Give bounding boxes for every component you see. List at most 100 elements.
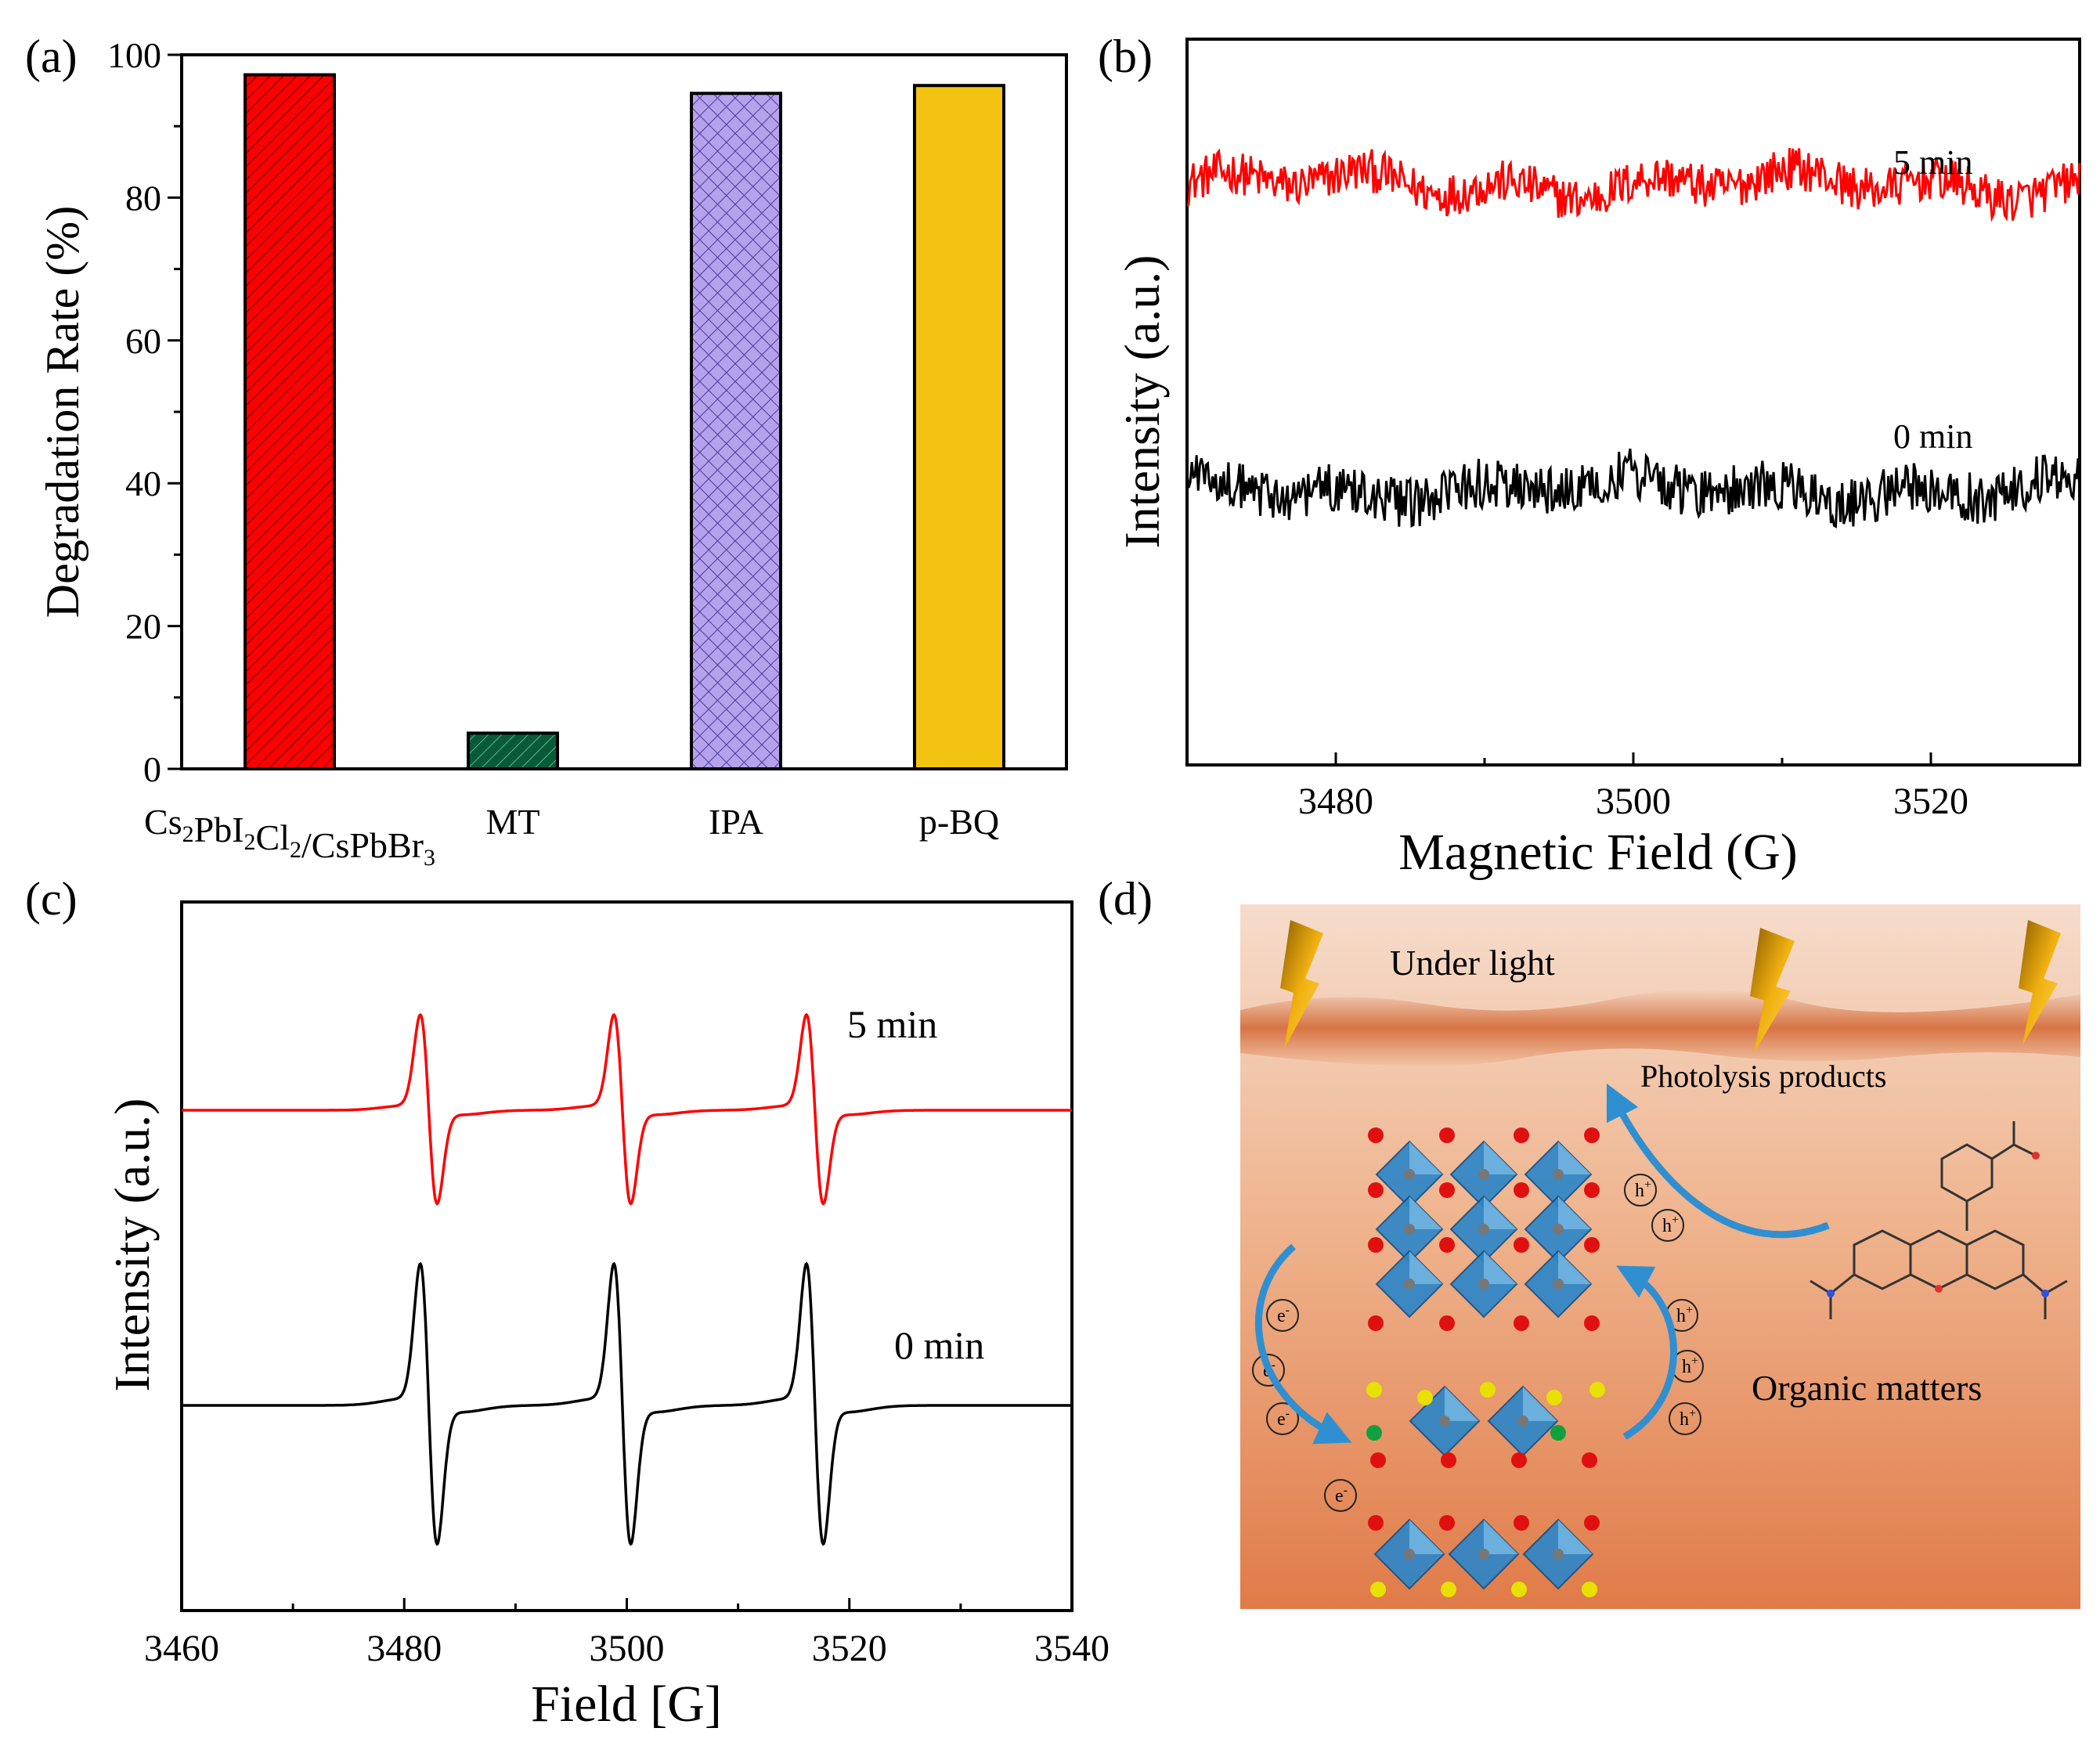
octahedron-face (1409, 1142, 1442, 1174)
electron-transfer-arrow (1255, 1243, 1352, 1445)
panel-c-traces (182, 1012, 1072, 1546)
x-tick-label: 3460 (144, 1628, 219, 1669)
x-tick-label: Cs2PbI2Cl2/CsPbBr3 (144, 802, 435, 871)
halide-atom (1589, 1382, 1605, 1398)
octahedron-face (1484, 1142, 1517, 1174)
lightning-bolt-icon (1750, 928, 1795, 1053)
atom (1553, 1224, 1564, 1235)
electron-circle (1266, 1299, 1299, 1332)
hole-circle (1651, 1209, 1684, 1242)
atom (1478, 1549, 1489, 1560)
cation-atom (1368, 1237, 1384, 1253)
x-tick-label: 3520 (812, 1628, 887, 1669)
panel-d-diagram: (d) Under light Photolysis products Orga… (1098, 873, 2080, 1609)
panel-b-x-axis: 3480 3500 3520 (1298, 752, 1968, 822)
panel-c-line-chart: (c) 3460 3480 3500 3520 3540 5 min 0 min Fie… (25, 873, 1110, 1733)
panel-b-traces (1185, 147, 2081, 528)
octahedron-face (1558, 1520, 1593, 1554)
octahedron-face (1558, 1196, 1591, 1229)
bar (690, 92, 782, 771)
atom (1439, 1416, 1450, 1427)
x-tick-label: 3480 (1298, 781, 1373, 822)
cation-atom (1511, 1452, 1527, 1468)
panel-a-y-axis: 0 20 40 60 80 100 (107, 35, 182, 789)
panel-b-y-axis-label: Intensity (a.u.) (1114, 255, 1170, 549)
x-tick-label: MT (486, 802, 540, 842)
cation-atom (1368, 1315, 1384, 1331)
panel-c-letter: (c) (25, 873, 78, 925)
organic-matters-label: Organic matters (1752, 1368, 1982, 1408)
molecule-nitrogen-icon (2041, 1290, 2049, 1297)
y-tick-label: 0 (143, 749, 161, 789)
molecule-nitrogen-icon (1827, 1290, 1835, 1297)
electron-label: e- (1277, 1304, 1290, 1326)
cation-atom (1584, 1237, 1600, 1253)
cation-atom (1584, 1127, 1600, 1143)
oxidation-arrow (1606, 1083, 1830, 1239)
halide-atom (1582, 1582, 1597, 1597)
hole-circle (1669, 1402, 1701, 1435)
bar (467, 731, 559, 771)
hole-circle (1624, 1174, 1657, 1207)
panel-d-letter: (d) (1098, 873, 1153, 925)
electron-circle (1266, 1402, 1299, 1435)
cation-atom (1368, 1182, 1384, 1198)
panel-b-line-chart: (b) 3480 3500 3520 5 min 0 min Magnetic Fi… (1098, 31, 2081, 881)
x-tick-label: p-BQ (919, 802, 999, 842)
atom (1553, 1279, 1564, 1290)
bar (913, 84, 1005, 770)
panel-c-series-label-5min: 5 min (847, 1002, 937, 1046)
water-surface-band (1240, 989, 2080, 1066)
halide-atom (1441, 1582, 1456, 1597)
cation-atom (1514, 1237, 1529, 1253)
panel-b-series-label-0min: 0 min (1893, 417, 1972, 456)
y-tick-label: 100 (107, 35, 161, 75)
bar (244, 73, 336, 770)
panel-a-bars (244, 73, 1005, 771)
x-tick-label: 3520 (1893, 781, 1968, 822)
x-tick-label: IPA (709, 802, 763, 842)
epr-trace-5min (182, 1012, 1072, 1206)
hole-label: h+ (1635, 1178, 1651, 1201)
cation-atom (1582, 1452, 1597, 1468)
octahedron-face (1409, 1196, 1442, 1229)
molecule-oxygen-icon (1935, 1285, 1943, 1293)
x-tick-label: 3500 (590, 1628, 665, 1669)
epr-trace-5min (1186, 147, 2081, 222)
atom (1553, 1169, 1564, 1180)
atom (1553, 1549, 1564, 1560)
hole-transfer-arrow (1616, 1265, 1677, 1440)
panel-c-x-axis-label: Field [G] (531, 1676, 722, 1733)
cation-atom (1439, 1127, 1455, 1143)
cation-atom (1514, 1127, 1529, 1143)
atom (1404, 1169, 1415, 1180)
atom (1478, 1279, 1489, 1290)
atom (1404, 1279, 1415, 1290)
cation-atom (1370, 1452, 1386, 1468)
organic-molecule-icon (1810, 1121, 2068, 1319)
y-tick-label: 80 (125, 178, 161, 218)
panel-a-letter: (a) (25, 31, 78, 82)
octahedron-face (1484, 1520, 1518, 1554)
octahedron-face (1484, 1196, 1517, 1229)
panel-b-x-axis-label: Magnetic Field (G) (1398, 824, 1798, 881)
cation-atom (1439, 1515, 1455, 1531)
cation-atom (1439, 1315, 1455, 1331)
atom (1517, 1416, 1528, 1427)
cation-atom (1439, 1237, 1455, 1253)
atom (1404, 1549, 1415, 1560)
octahedron-face (1558, 1251, 1591, 1284)
epr-trace-0min (1185, 448, 2081, 528)
panel-b-letter: (b) (1098, 31, 1153, 82)
epr-trace-0min (182, 1261, 1072, 1546)
cation-atom (1514, 1515, 1529, 1531)
electron-circle (1324, 1479, 1357, 1512)
cation-atom (1514, 1315, 1529, 1331)
cation-atom (1584, 1515, 1600, 1531)
halide-atom (1370, 1582, 1386, 1597)
halide-atom (1550, 1425, 1566, 1441)
panel-a-y-axis-label: Degradation Rate (%) (37, 206, 88, 618)
x-tick-label: 3540 (1034, 1628, 1110, 1669)
x-tick-label: 3480 (366, 1628, 442, 1669)
